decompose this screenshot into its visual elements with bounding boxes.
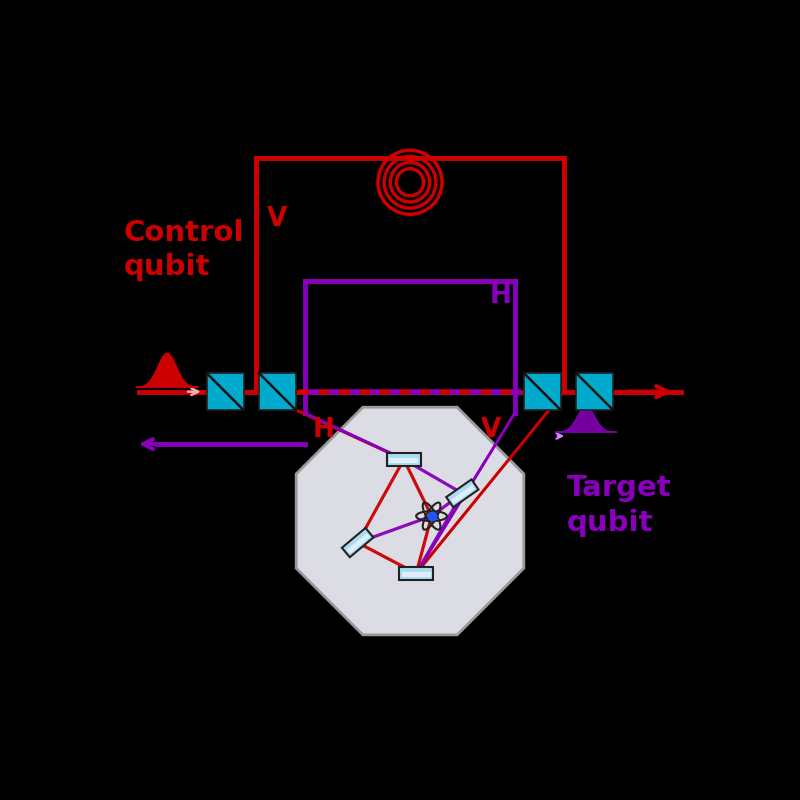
Text: Control
qubit: Control qubit bbox=[123, 218, 244, 282]
Bar bbox=[576, 373, 614, 410]
Bar bbox=[524, 373, 561, 410]
Bar bbox=[347, 534, 370, 554]
Text: H: H bbox=[490, 283, 512, 309]
Bar bbox=[206, 373, 244, 410]
Polygon shape bbox=[296, 407, 524, 635]
Bar bbox=[342, 528, 374, 558]
Bar bbox=[446, 479, 478, 507]
Text: H: H bbox=[313, 417, 334, 443]
Bar bbox=[390, 458, 418, 463]
Bar bbox=[259, 373, 296, 410]
Bar bbox=[387, 454, 421, 466]
Bar bbox=[399, 567, 433, 579]
Text: Target
qubit: Target qubit bbox=[567, 474, 672, 537]
Text: V: V bbox=[267, 206, 287, 232]
Bar bbox=[402, 572, 430, 577]
Text: V: V bbox=[481, 417, 502, 443]
Bar bbox=[451, 485, 475, 504]
